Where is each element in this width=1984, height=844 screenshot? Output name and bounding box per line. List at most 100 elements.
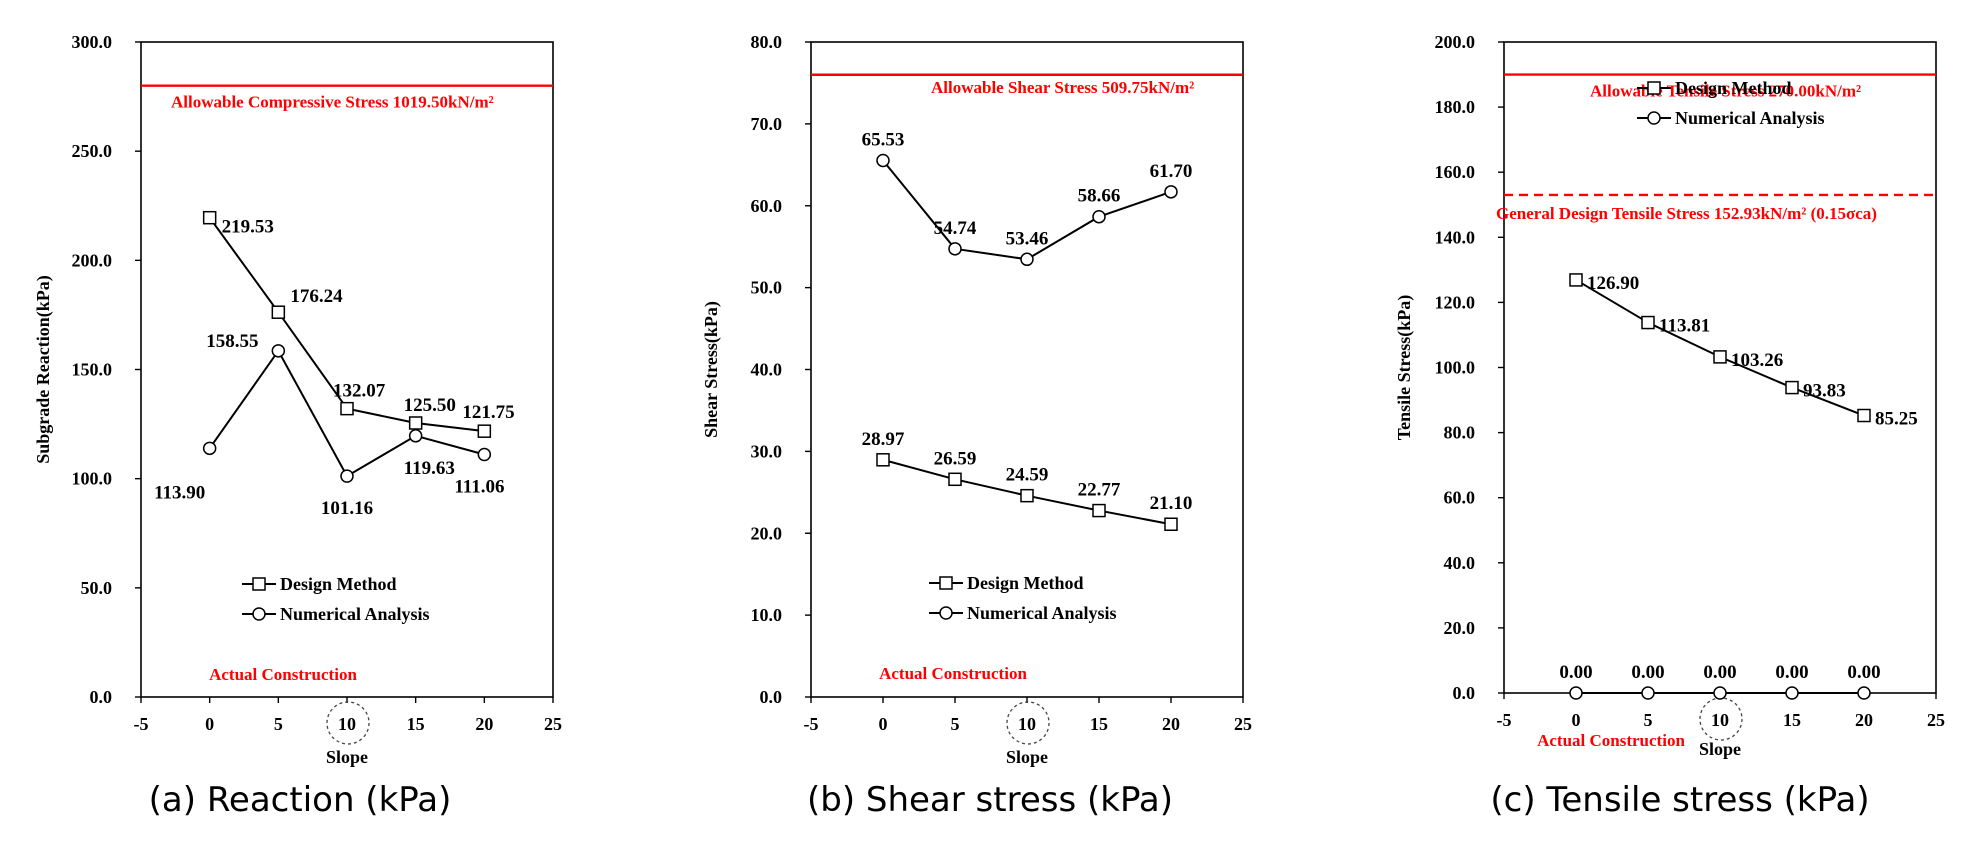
chart1-data-label: 219.53 (222, 217, 274, 238)
chart1-data-label: 113.90 (154, 482, 205, 503)
chart1-y-tick-label: 150.0 (72, 360, 113, 380)
chart1-y-tick-label: 250.0 (72, 141, 113, 161)
chart3-legend-label: Numerical Analysis (1675, 108, 1825, 128)
chart2-data-label: 54.74 (934, 218, 977, 239)
chart2-data-label: 21.10 (1150, 493, 1193, 514)
caption-b: (b) Shear stress (kPa) (780, 780, 1200, 830)
chart2-x-tick-label: 25 (1234, 714, 1252, 734)
chart3-data-label: 0.00 (1559, 662, 1592, 683)
chart1-design-point (204, 212, 216, 224)
chart3-x-axis-title: Slope (1699, 739, 1741, 759)
chart3-y-tick-label: 40.0 (1444, 553, 1476, 573)
chart2-data-label: 65.53 (862, 129, 905, 150)
chart3-design-point (1642, 317, 1654, 329)
chart1-data-label: 121.75 (462, 402, 514, 423)
chart3-x-tick-label: 25 (1927, 710, 1945, 730)
chart3-data-label: 0.00 (1703, 662, 1736, 683)
chart3-numerical-point (1570, 687, 1582, 699)
chart3-x-tick-label: 5 (1644, 710, 1653, 730)
chart1-y-tick-label: 200.0 (72, 250, 113, 270)
chart1-x-tick-label: 10 (338, 714, 356, 734)
chart1-design-point (272, 306, 284, 318)
chart2-data-label: 53.46 (1006, 228, 1049, 249)
chart3-reference-label-1: General Design Tensile Stress 152.93kN/m… (1496, 204, 1877, 223)
chart3-x-tick-label: -5 (1497, 710, 1512, 730)
chart2-x-tick-label: 15 (1090, 714, 1108, 734)
chart2-data-label: 28.97 (862, 429, 905, 450)
chart3-y-axis-title: Tensile Stress(kPa) (1394, 295, 1415, 441)
chart3-y-tick-label: 200.0 (1435, 32, 1476, 52)
chart2-design-point (877, 454, 889, 466)
chart3-data-label: 126.90 (1587, 273, 1639, 294)
chart3-y-tick-label: 120.0 (1435, 292, 1476, 312)
chart1-reference-label-0: Allowable Compressive Stress 1019.50kN/m… (171, 93, 494, 112)
chart1-data-label: 101.16 (321, 498, 373, 519)
chart3-data-label: 0.00 (1847, 662, 1880, 683)
chart2-y-tick-label: 20.0 (751, 523, 783, 543)
chart3-numerical-point (1714, 687, 1726, 699)
chart1-x-tick-label: 15 (407, 714, 425, 734)
chart2-y-tick-label: 40.0 (751, 360, 783, 380)
chart2-design-point (1093, 505, 1105, 517)
chart2-y-tick-label: 50.0 (751, 278, 783, 298)
chart3-y-tick-label: 160.0 (1435, 162, 1476, 182)
chart3-design-point (1786, 382, 1798, 394)
chart2-x-tick-label: 10 (1018, 714, 1036, 734)
chart2-data-label: 61.70 (1150, 161, 1193, 182)
chart3-design-point (1714, 351, 1726, 363)
chart2-y-tick-label: 70.0 (751, 114, 783, 134)
chart2-y-tick-label: 80.0 (751, 32, 783, 52)
chart2-x-tick-label: -5 (804, 714, 819, 734)
chart2-numerical-point (877, 154, 889, 166)
chart1-y-tick-label: 100.0 (72, 469, 113, 489)
chart3-x-tick-label: 15 (1783, 710, 1801, 730)
chart1-numerical-point (410, 430, 422, 442)
chart3-data-label: 103.26 (1731, 350, 1783, 371)
chart3-data-label: 0.00 (1775, 662, 1808, 683)
chart2-data-label: 24.59 (1006, 465, 1049, 486)
chart3-numerical-point (1786, 687, 1798, 699)
chart3-data-label: 113.81 (1659, 316, 1710, 337)
chart1-data-label: 125.50 (404, 395, 456, 416)
chart2-x-axis-title: Slope (1006, 747, 1048, 767)
chart2-design-point (1021, 490, 1033, 502)
chart1-y-tick-label: 0.0 (90, 687, 113, 707)
chart1-data-label: 176.24 (290, 286, 343, 307)
chart2-y-axis-title: Shear Stress(kPa) (701, 301, 722, 438)
chart1-design-point (410, 417, 422, 429)
chart3-data-label: 93.83 (1803, 381, 1846, 402)
chart1-design-point (478, 425, 490, 437)
chart3-y-tick-label: 20.0 (1444, 618, 1476, 638)
chart2-legend-circle-marker (940, 607, 952, 619)
chart2-annotation-actual-construction: Actual Construction (879, 664, 1027, 683)
chart2-x-tick-label: 20 (1162, 714, 1180, 734)
chart3-y-tick-label: 0.0 (1453, 683, 1476, 703)
chart1-legend-label: Design Method (280, 574, 397, 594)
chart1-data-label: 119.63 (404, 458, 455, 479)
chart2-y-tick-label: 0.0 (760, 687, 783, 707)
chart2-legend-square-marker (940, 577, 952, 589)
chart3-numerical-point (1642, 687, 1654, 699)
chart2-numerical-point (1093, 211, 1105, 223)
chart3-legend-square-marker (1648, 82, 1660, 94)
chart3-plot-frame (1504, 42, 1936, 693)
chart3-y-tick-label: 100.0 (1435, 358, 1476, 378)
chart2-numerical-point (1165, 186, 1177, 198)
chart1-x-tick-label: -5 (134, 714, 149, 734)
chart3-x-tick-label: 0 (1572, 710, 1581, 730)
chart1-data-label: 132.07 (333, 381, 386, 402)
chart1-x-axis-title: Slope (326, 747, 368, 767)
chart1-plot-frame (141, 42, 553, 697)
chart1-x-tick-label: 20 (475, 714, 493, 734)
chart2-design-point (1165, 518, 1177, 530)
chart1-legend-label: Numerical Analysis (280, 604, 430, 624)
chart2-legend-label: Numerical Analysis (967, 603, 1117, 623)
caption-a: (a) Reaction (kPa) (100, 780, 500, 830)
chart3-data-label: 85.25 (1875, 409, 1918, 430)
chart3-y-tick-label: 80.0 (1444, 423, 1476, 443)
chart1-x-tick-label: 0 (205, 714, 214, 734)
chart1-numerical-point (341, 470, 353, 482)
chart2-legend-label: Design Method (967, 573, 1084, 593)
chart3-x-tick-label: 20 (1855, 710, 1873, 730)
